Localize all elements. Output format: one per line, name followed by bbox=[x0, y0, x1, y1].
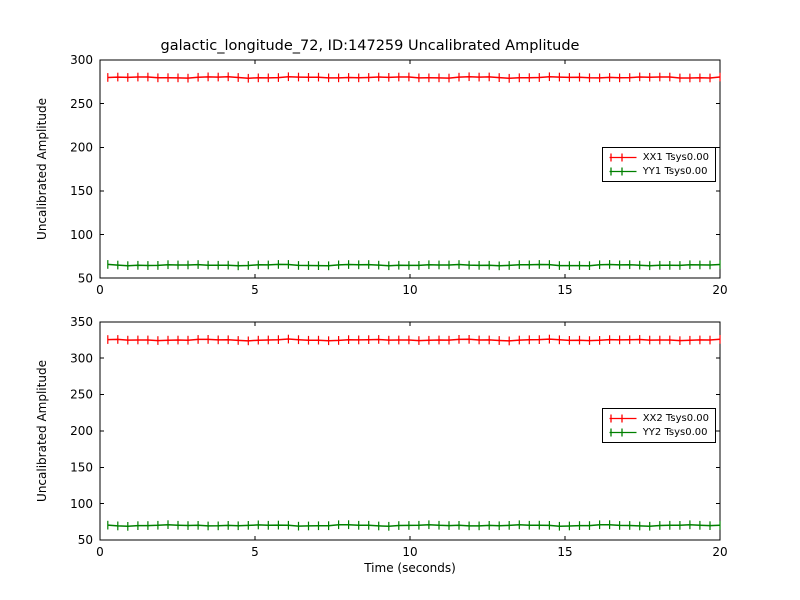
y-axis-label-top: Uncalibrated Amplitude bbox=[35, 98, 49, 240]
legend-top: XX1 Tsys0.00 YY1 Tsys0.00 bbox=[601, 147, 716, 182]
legend-label: YY1 Tsys0.00 bbox=[642, 166, 708, 177]
y-tick-label: 250 bbox=[70, 388, 93, 402]
x-axis-label: Time (seconds) bbox=[363, 561, 456, 575]
legend-entry-xx2: XX2 Tsys0.00 bbox=[608, 413, 709, 424]
data-line bbox=[107, 338, 721, 342]
legend-entry-yy1: YY1 Tsys0.00 bbox=[608, 166, 709, 177]
y-tick-label: 250 bbox=[70, 97, 93, 111]
legend-label: XX1 Tsys0.00 bbox=[642, 152, 709, 163]
axes-layer: 0 5 10 15 20 50 100 150 200 250 300 0 5 10 15 20 50 100 15… bbox=[70, 53, 728, 559]
y-tick-label: 300 bbox=[70, 351, 93, 365]
legend-label: YY2 Tsys0.00 bbox=[642, 427, 708, 438]
errorbar-marker-icon bbox=[609, 414, 637, 423]
y-tick-label: 200 bbox=[70, 140, 93, 154]
legend-entry-yy2: YY2 Tsys0.00 bbox=[608, 427, 709, 438]
data-line bbox=[107, 75, 721, 80]
y-tick-label: 200 bbox=[70, 424, 93, 438]
x-tick-label: 0 bbox=[96, 545, 104, 559]
y-axis-label-bottom: Uncalibrated Amplitude bbox=[35, 360, 49, 502]
y-tick-label: 50 bbox=[78, 271, 93, 285]
data-layer bbox=[107, 72, 721, 531]
x-tick-label: 10 bbox=[402, 545, 417, 559]
y-tick-label: 350 bbox=[70, 315, 93, 329]
x-tick-label: 5 bbox=[251, 283, 259, 297]
x-tick-label: 10 bbox=[402, 283, 417, 297]
x-tick-label: 20 bbox=[712, 283, 727, 297]
y-tick-label: 150 bbox=[70, 184, 93, 198]
x-tick-label: 0 bbox=[96, 283, 104, 297]
figure-title: galactic_longitude_72, ID:147259 Uncalib… bbox=[161, 38, 580, 54]
errorbar-marker-icon bbox=[609, 428, 637, 437]
y-tick-label: 150 bbox=[70, 460, 93, 474]
errorbar-marker-icon bbox=[609, 167, 637, 176]
y-tick-label: 300 bbox=[70, 53, 93, 67]
x-tick-label: 5 bbox=[251, 545, 259, 559]
legend-entry-xx1: XX1 Tsys0.00 bbox=[608, 152, 709, 163]
x-tick-label: 15 bbox=[557, 283, 572, 297]
data-line bbox=[107, 263, 721, 267]
legend-bottom: XX2 Tsys0.00 YY2 Tsys0.00 bbox=[601, 408, 716, 443]
y-tick-label: 100 bbox=[70, 228, 93, 242]
series-yy2 bbox=[107, 520, 721, 531]
series-yy1 bbox=[107, 260, 721, 271]
y-tick-label: 50 bbox=[78, 533, 93, 547]
errorbar-marker-icon bbox=[609, 153, 637, 162]
data-line bbox=[107, 523, 721, 528]
x-tick-label: 20 bbox=[712, 545, 727, 559]
series-xx1 bbox=[107, 72, 721, 83]
legend-label: XX2 Tsys0.00 bbox=[642, 413, 709, 424]
y-tick-label: 100 bbox=[70, 497, 93, 511]
series-xx2 bbox=[107, 334, 721, 346]
x-tick-label: 15 bbox=[557, 545, 572, 559]
